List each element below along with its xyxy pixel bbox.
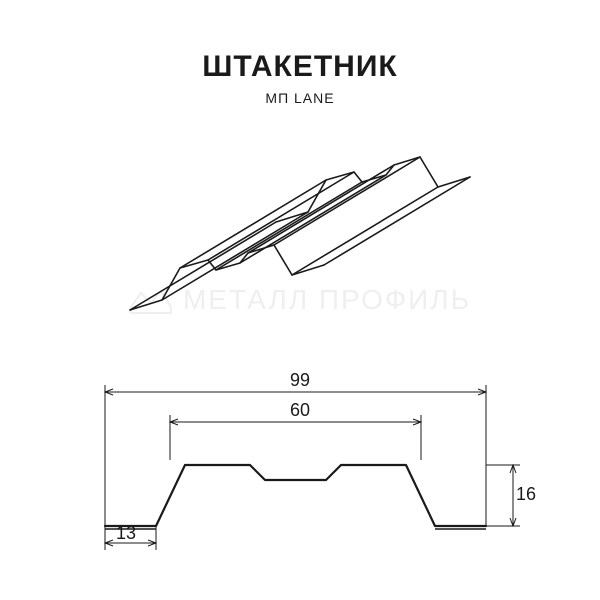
page-subtitle: МП LANE — [0, 90, 600, 106]
section-view: 99 60 16 13 — [60, 380, 540, 560]
dim-top-width: 60 — [60, 400, 540, 421]
dim-flange: 13 — [116, 523, 136, 544]
dim-height: 16 — [516, 484, 536, 505]
dim-overall-width: 99 — [60, 370, 540, 391]
page-title: ШТАКЕТНИК — [0, 50, 600, 84]
isometric-view — [100, 150, 500, 330]
